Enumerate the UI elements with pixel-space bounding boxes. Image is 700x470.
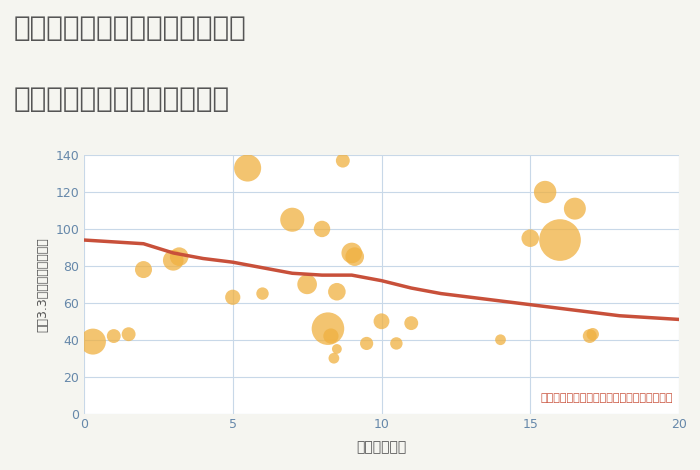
Point <box>331 288 342 296</box>
Point <box>525 235 536 242</box>
Y-axis label: 坪（3.3㎡）単価（万円）: 坪（3.3㎡）単価（万円） <box>36 237 50 332</box>
Point <box>257 290 268 298</box>
Point <box>123 330 134 338</box>
Point <box>168 257 179 264</box>
Text: 円の大きさは、取引のあった物件面積を示す: 円の大きさは、取引のあった物件面積を示す <box>540 393 673 403</box>
Point <box>302 281 313 288</box>
Point <box>326 332 337 340</box>
Point <box>316 225 328 233</box>
Point <box>322 325 333 332</box>
Point <box>174 253 185 260</box>
Point <box>287 216 298 223</box>
Point <box>587 330 598 338</box>
Point <box>242 164 253 172</box>
Point <box>376 318 387 325</box>
Point <box>88 338 99 345</box>
Point <box>554 236 566 244</box>
Point <box>361 340 372 347</box>
Point <box>227 293 238 301</box>
Point <box>346 249 357 257</box>
Point <box>331 345 342 352</box>
Point <box>569 205 580 212</box>
Point <box>406 320 417 327</box>
Point <box>337 157 349 164</box>
Point <box>108 332 119 340</box>
Point <box>495 336 506 344</box>
X-axis label: 駅距離（分）: 駅距離（分） <box>356 440 407 454</box>
Text: 奈良県奈良市都祁こぶしが丘の: 奈良県奈良市都祁こぶしが丘の <box>14 14 246 42</box>
Point <box>584 332 595 340</box>
Point <box>391 340 402 347</box>
Point <box>349 253 360 260</box>
Point <box>328 354 339 362</box>
Point <box>540 188 551 196</box>
Point <box>138 266 149 274</box>
Text: 駅距離別中古マンション価格: 駅距離別中古マンション価格 <box>14 85 230 113</box>
